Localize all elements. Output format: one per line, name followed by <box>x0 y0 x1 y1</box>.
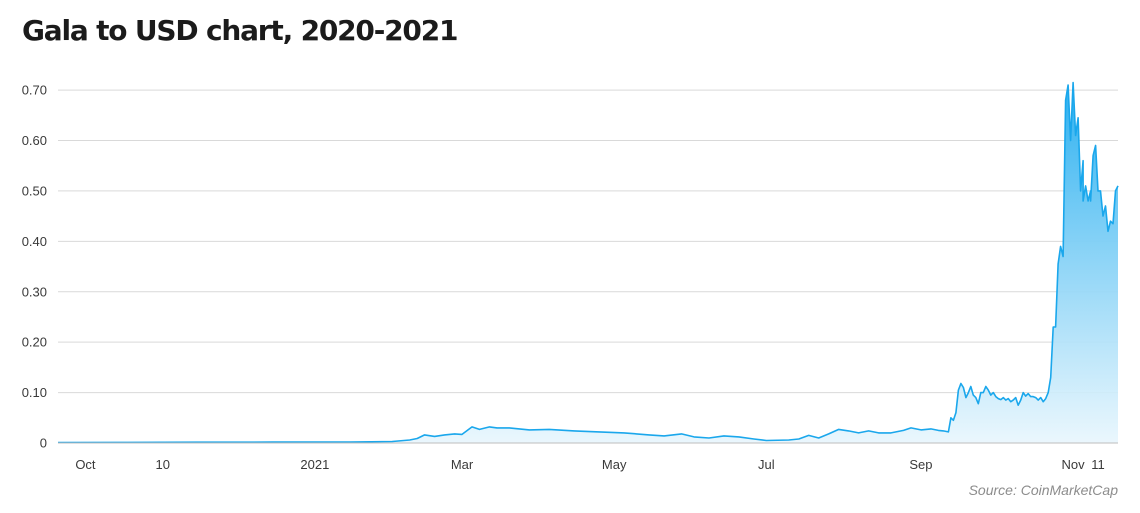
price-area <box>58 82 1118 443</box>
price-line <box>57 81 1119 444</box>
y-axis-ticks: 0 0.10 0.20 0.30 0.40 0.50 0.60 0.70 <box>22 83 47 451</box>
x-tick-label: Mar <box>451 457 474 472</box>
x-tick-label: Sep <box>909 457 932 472</box>
chart-title: Gala to USD chart, 2020-2021 <box>22 14 458 47</box>
source-note: Source: CoinMarketCap <box>968 482 1118 498</box>
y-tick-label: 0.40 <box>22 234 47 249</box>
x-tick-label: Jul <box>758 457 775 472</box>
y-tick-label: 0.60 <box>22 133 47 148</box>
y-tick-label: 0 <box>40 436 47 451</box>
x-tick-label: 11 <box>1091 457 1105 472</box>
y-tick-label: 0.20 <box>22 335 47 350</box>
y-tick-label: 0.30 <box>22 284 47 299</box>
x-tick-label: Oct <box>75 457 96 472</box>
y-tick-label: 0.50 <box>22 183 47 198</box>
x-axis-ticks: Oct 10 2021 Mar May Jul Sep Nov 11 <box>75 457 1104 472</box>
y-tick-label: 0.70 <box>22 83 47 98</box>
y-tick-label: 0.10 <box>22 385 47 400</box>
x-tick-label: 10 <box>156 457 170 472</box>
x-tick-label: May <box>602 457 627 472</box>
gridlines <box>58 89 1118 394</box>
x-tick-label: Nov <box>1062 457 1086 472</box>
x-tick-label: 2021 <box>300 457 329 472</box>
